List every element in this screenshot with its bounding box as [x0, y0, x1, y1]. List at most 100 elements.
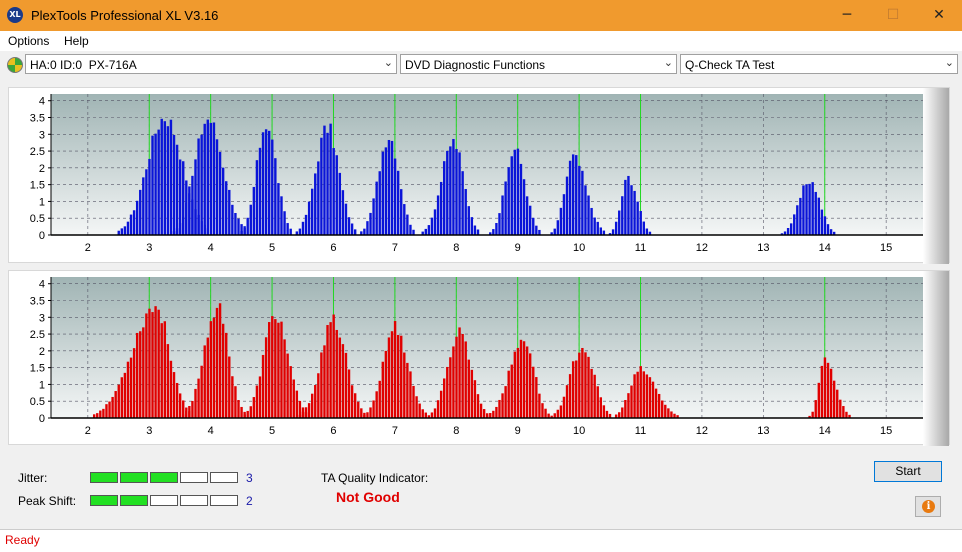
- data-bar: [234, 212, 237, 235]
- data-bar: [492, 229, 495, 235]
- menu-help[interactable]: Help: [64, 34, 89, 48]
- data-bar: [246, 410, 249, 418]
- minimize-button[interactable]: ─: [842, 7, 852, 23]
- data-bar: [151, 135, 154, 235]
- data-bar: [832, 380, 836, 418]
- data-bar: [166, 344, 170, 418]
- data-bar: [412, 229, 415, 235]
- data-bar: [575, 155, 578, 235]
- data-bar: [446, 366, 449, 418]
- data-bar: [350, 385, 354, 418]
- data-bar: [310, 393, 314, 418]
- data-bar: [332, 148, 335, 235]
- data-bar: [439, 181, 443, 235]
- maximize-button[interactable]: ☐: [886, 7, 900, 23]
- y-tick-label: 0: [39, 230, 45, 242]
- drive-select[interactable]: HA:0 ID:0 PX-716A ⌄: [25, 54, 397, 74]
- jitter-value: 3: [246, 471, 253, 485]
- data-bar: [559, 207, 563, 235]
- data-bar: [310, 188, 314, 235]
- y-tick-label: 2.5: [30, 146, 45, 158]
- data-bar: [808, 415, 811, 418]
- function-select[interactable]: DVD Diagnostic Functions ⌄: [400, 54, 677, 74]
- data-bar: [504, 386, 507, 418]
- data-bar: [624, 179, 627, 235]
- test-select-value: Q-Check TA Test: [685, 58, 775, 72]
- jitter-segment: [150, 472, 178, 483]
- jitter-segment: [120, 472, 148, 483]
- data-bar: [203, 345, 206, 418]
- x-tick-label: 9: [515, 425, 521, 437]
- data-bar: [479, 403, 483, 418]
- data-bar: [550, 415, 553, 418]
- test-select[interactable]: Q-Check TA Test ⌄: [680, 54, 958, 74]
- x-tick-label: 4: [208, 425, 214, 437]
- data-bar: [406, 362, 409, 418]
- data-bar: [215, 139, 219, 235]
- drive-select-value: HA:0 ID:0 PX-716A: [30, 58, 137, 72]
- data-bar: [369, 407, 372, 418]
- jitter-segment: [210, 472, 238, 483]
- data-bar: [225, 181, 228, 235]
- data-bar: [237, 400, 240, 418]
- data-bar: [458, 152, 461, 235]
- data-bar: [175, 144, 179, 235]
- data-bar: [817, 382, 821, 418]
- data-bar: [507, 370, 510, 418]
- data-bar: [654, 388, 658, 418]
- data-bar: [498, 399, 501, 418]
- chevron-down-icon: ⌄: [383, 57, 393, 69]
- data-bar: [590, 368, 593, 418]
- data-bar: [166, 126, 170, 235]
- peak-shift-segment: [150, 495, 178, 506]
- x-tick-label: 2: [85, 242, 91, 254]
- data-bar: [476, 394, 480, 418]
- data-bar: [519, 163, 523, 235]
- data-bar: [436, 400, 440, 418]
- data-bar: [820, 209, 824, 235]
- menu-options[interactable]: Options: [8, 34, 50, 48]
- data-bar: [455, 149, 458, 235]
- data-bar: [430, 412, 434, 418]
- data-bar: [618, 210, 621, 235]
- data-bar: [805, 184, 808, 235]
- data-bar: [639, 366, 642, 418]
- data-bar: [206, 337, 209, 418]
- data-bar: [602, 230, 606, 235]
- data-bar: [525, 196, 529, 235]
- data-bar: [378, 171, 381, 235]
- peak-shift-label: Peak Shift:: [18, 494, 77, 508]
- data-bar: [633, 374, 636, 418]
- data-bar: [102, 408, 105, 418]
- info-button[interactable]: i: [915, 496, 941, 517]
- data-bar: [317, 373, 320, 418]
- data-bar: [470, 217, 474, 235]
- close-button[interactable]: ✕: [933, 7, 945, 23]
- x-tick-label: 9: [515, 242, 521, 254]
- data-bar: [842, 406, 845, 418]
- data-bar: [200, 365, 203, 418]
- data-bar: [326, 325, 329, 418]
- data-bar: [178, 159, 182, 235]
- data-bar: [596, 386, 599, 418]
- land-chart-panel: 0 0.5 1 1.5 2 2.5 3 3.5 4 2 3 4 5 6 7 8 9 10 11 12 13 14 15: [8, 87, 950, 264]
- data-bar: [817, 197, 821, 235]
- data-bar: [522, 179, 526, 235]
- data-bar: [243, 226, 246, 235]
- data-bar: [396, 334, 400, 418]
- data-bar: [409, 224, 412, 235]
- ta-quality-label: TA Quality Indicator:: [321, 471, 429, 485]
- data-bar: [602, 405, 606, 418]
- data-bar: [510, 156, 513, 235]
- start-button[interactable]: Start: [874, 461, 942, 482]
- data-bar: [783, 231, 787, 235]
- toolbar: HA:0 ID:0 PX-716A ⌄ DVD Diagnostic Funct…: [0, 52, 962, 77]
- data-bar: [191, 175, 194, 235]
- data-bar: [148, 308, 151, 418]
- data-bar: [642, 371, 645, 418]
- y-tick-label: 3: [39, 312, 45, 324]
- data-bar: [433, 209, 437, 235]
- app-icon: XL: [7, 7, 23, 23]
- data-bar: [298, 228, 302, 235]
- data-bar: [796, 205, 799, 235]
